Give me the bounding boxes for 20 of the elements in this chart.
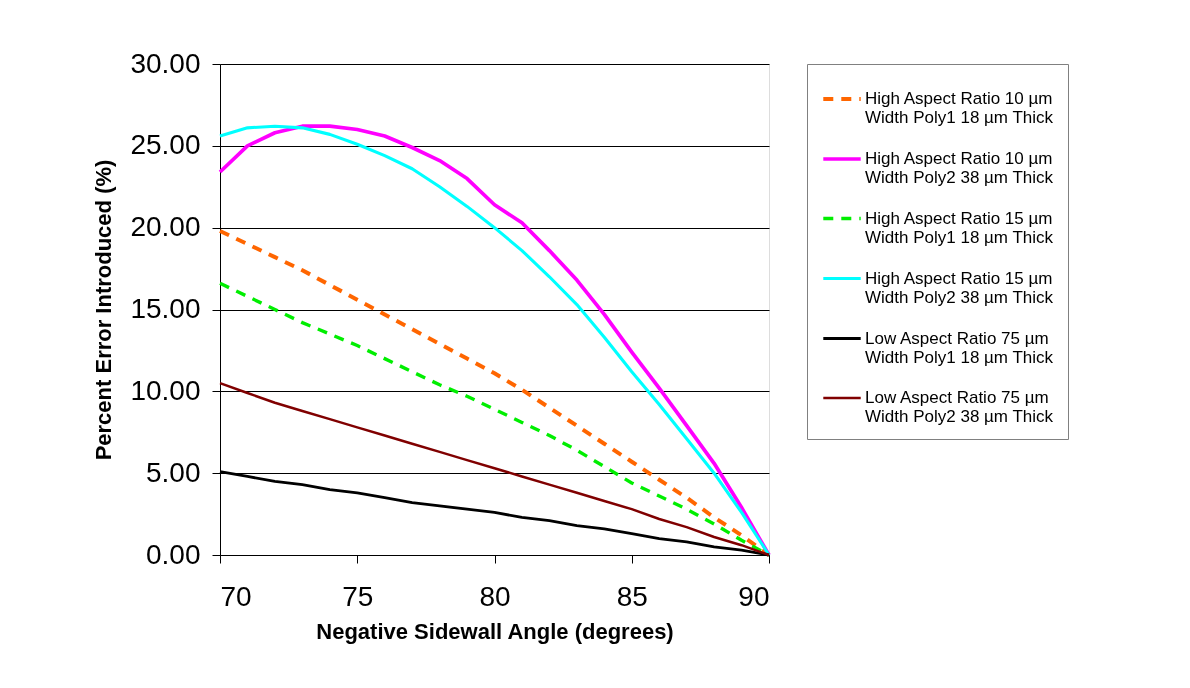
legend-label: High Aspect Ratio 10 µm Width Poly2 38 µm Thick	[865, 149, 1054, 187]
x-tick-label: 90	[738, 580, 770, 612]
x-tick-label: 80	[479, 580, 511, 612]
y-tick-label: 0.00	[146, 538, 201, 570]
legend-label: High Aspect Ratio 15 µm Width Poly2 38 µm Thick	[865, 268, 1054, 307]
y-tick-label: 10.00	[130, 374, 201, 406]
y-tick-label: 5.00	[146, 456, 201, 488]
y-tick-label: 15.00	[130, 293, 201, 324]
legend-label: Low Aspect Ratio 75 µm Width Poly2 38 µm Thick	[865, 388, 1054, 426]
x-tick-label: 75	[342, 580, 374, 612]
x-tick-label: 70	[220, 580, 252, 612]
y-tick-label: 25.00	[130, 129, 201, 161]
y-axis-title: Percent Error Introduced (%)	[91, 159, 117, 461]
y-tick-label: 30.00	[130, 47, 201, 79]
legend-label: High Aspect Ratio 15 µm Width Poly1 18 µm Thick	[865, 208, 1054, 247]
legend-label: Low Aspect Ratio 75 µm Width Poly1 18 µm Thick	[865, 328, 1054, 367]
y-tick-label: 20.00	[130, 211, 201, 243]
legend-label: High Aspect Ratio 10 µm Width Poly1 18 µm Thick	[865, 89, 1054, 127]
x-tick-label: 85	[616, 580, 648, 612]
x-axis-title: Negative Sidewall Angle (degrees)	[316, 618, 674, 644]
